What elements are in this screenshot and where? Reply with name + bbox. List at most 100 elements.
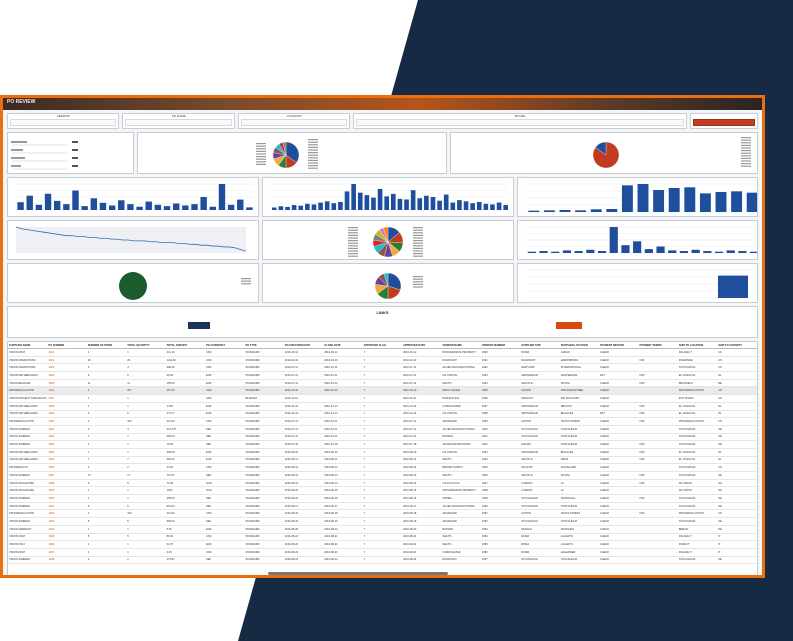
bar[interactable] [331,203,337,210]
table-row[interactable]: VISION NETHERLANDS 1034 7 7 335.00 EUR STANDAR… [8,448,757,457]
bar[interactable] [703,251,712,253]
filter-po-name-select[interactable] [125,119,232,126]
bar[interactable] [291,205,297,210]
bar[interactable] [562,250,572,253]
bar[interactable] [318,202,323,210]
bar[interactable] [668,250,677,253]
pie-slice[interactable] [285,141,300,163]
bar[interactable] [633,241,642,253]
bar[interactable] [246,207,253,210]
bar[interactable] [731,191,743,212]
filter-po-name[interactable]: PO NAME [122,113,235,129]
bar[interactable] [597,251,607,253]
bar[interactable] [357,192,363,210]
bar[interactable] [559,210,571,212]
bar[interactable] [172,203,180,211]
bar[interactable] [108,205,116,210]
bar[interactable] [437,200,442,210]
column-header[interactable]: CLOSE DATE [323,342,363,349]
series-line[interactable] [15,226,247,252]
bar[interactable] [26,195,33,210]
bar[interactable] [364,195,370,210]
table-row[interactable]: PROGRESS AUSTIN 1042 2 100 212.00 USD STANDARD… [8,509,757,519]
pie-slice[interactable] [387,272,402,291]
table-row[interactable]: VISION SINGAPORE 1039 1 1 1200 SGD STANDARD 201… [8,486,757,496]
table-row[interactable]: VISION FRAT 1021 1 1 211.10 USD STANDARD 2016-0… [8,348,757,357]
column-header[interactable]: SUPPLIER LOCATION [559,342,600,349]
bar[interactable] [527,251,536,253]
bar[interactable] [574,251,583,253]
link-button-left[interactable] [188,322,210,329]
bar[interactable] [496,202,502,210]
pie-slice[interactable] [383,272,389,287]
bar[interactable] [324,201,330,210]
bar[interactable] [750,251,758,253]
bar[interactable] [118,200,125,210]
filter-vendor-select[interactable] [10,119,117,126]
column-header[interactable]: VENDOR NUMBER [480,342,521,349]
bar[interactable] [726,250,735,253]
table-row[interactable]: VISION OPERATIONS 1022 20 20 1211.00 USD STAND… [8,356,757,365]
bar[interactable] [218,184,226,210]
table-row[interactable]: VISION FRAT 1045 5 5 86.00 USD STANDARD 2016-08… [8,533,757,542]
filter-buyer[interactable]: BUYER [353,113,687,129]
bar[interactable] [285,206,290,210]
bar[interactable] [311,204,317,210]
column-header[interactable]: APPROVED DATE [402,342,442,349]
bar[interactable] [278,206,284,210]
column-header[interactable]: SHIP TO COUNTRY [717,342,757,349]
table-row[interactable]: VISION SWEDEN 1037 17 17 731.37 SEK STANDARD 20… [8,471,757,480]
bar[interactable] [463,201,469,210]
bar[interactable] [644,249,653,253]
bar[interactable] [684,187,696,212]
column-header[interactable]: TOTAL AMOUNT [165,342,206,349]
table-row[interactable]: PROGRESS US 1036 2 2 24.00 USD STANDARD 2016-08… [8,463,757,472]
bar[interactable] [715,192,727,212]
bar[interactable] [209,206,217,210]
link-button-right[interactable] [556,322,582,329]
bar[interactable] [539,251,548,253]
bar[interactable] [127,204,134,210]
bar[interactable] [227,204,235,210]
bar[interactable] [575,210,587,212]
table-row[interactable]: VISION NETHERLANDS 1028 1 1 1.000 EUR STANDARD… [8,402,757,411]
table-row[interactable]: VISION NETHERLANDS 1035 7 7 265.00 EUR STANDAR… [8,456,757,465]
table-row[interactable]: VISION OPERATIONS 1023 4 4 480.00 USD STANDARD… [8,363,757,373]
bar[interactable] [397,198,403,210]
table-row[interactable]: VISION PROJECT MANUFACTURING102711USDBLA… [8,394,757,403]
bar[interactable] [53,200,61,210]
bar[interactable] [99,202,107,210]
bar[interactable] [528,210,540,212]
bar[interactable] [90,198,98,210]
table-row[interactable]: VISION SWEDEN 1031 3 3 313.275 SEK STANDARD 201… [8,425,757,434]
bar[interactable] [182,205,189,210]
pie-slice[interactable] [595,141,607,156]
bar[interactable] [586,249,595,253]
bar[interactable] [237,199,244,210]
column-header[interactable]: TOTAL QUANTITY [126,342,166,349]
bar[interactable] [338,201,343,210]
bar[interactable] [81,206,88,210]
column-header[interactable]: SUPPLIER NAME [8,342,48,349]
table-row[interactable]: VISION NETHERLANDS 1024 6 6 60.00 EUR STANDARD… [8,371,757,380]
bar[interactable] [637,184,649,212]
bar[interactable] [679,251,689,253]
table-row[interactable]: VISION SWEDEN 1048 2 2 173.87 SEK STANDARD 2016… [8,556,757,565]
column-header[interactable]: SUPPLIER SITE [520,342,560,349]
filter-vendor[interactable]: VENDOR [7,113,120,129]
bar[interactable] [450,202,456,210]
bar[interactable] [404,199,409,210]
pie-slice[interactable] [119,272,147,300]
table-row[interactable]: VISION SWEDEN 1040 1 1 265.00 SEK STANDARD 2016… [8,494,757,503]
bar[interactable] [490,204,495,210]
filter-location[interactable]: LOCATION [237,113,351,129]
bar[interactable] [63,204,70,210]
column-header[interactable]: APPROVED FLAG [362,342,403,349]
table-row[interactable]: VISION NETHERLANDS 1029 6 6 373.77 EUR STANDAR… [8,410,757,419]
filter-apply-button[interactable] [692,119,755,126]
bar[interactable] [699,193,711,212]
bar[interactable] [136,206,143,210]
bar[interactable] [476,201,482,210]
table-row[interactable]: PROGRESS AUSTIN 1030 2 100 212.00 USD STANDARD… [8,417,757,426]
column-header[interactable]: SHIP TO LOCATION [677,342,718,349]
